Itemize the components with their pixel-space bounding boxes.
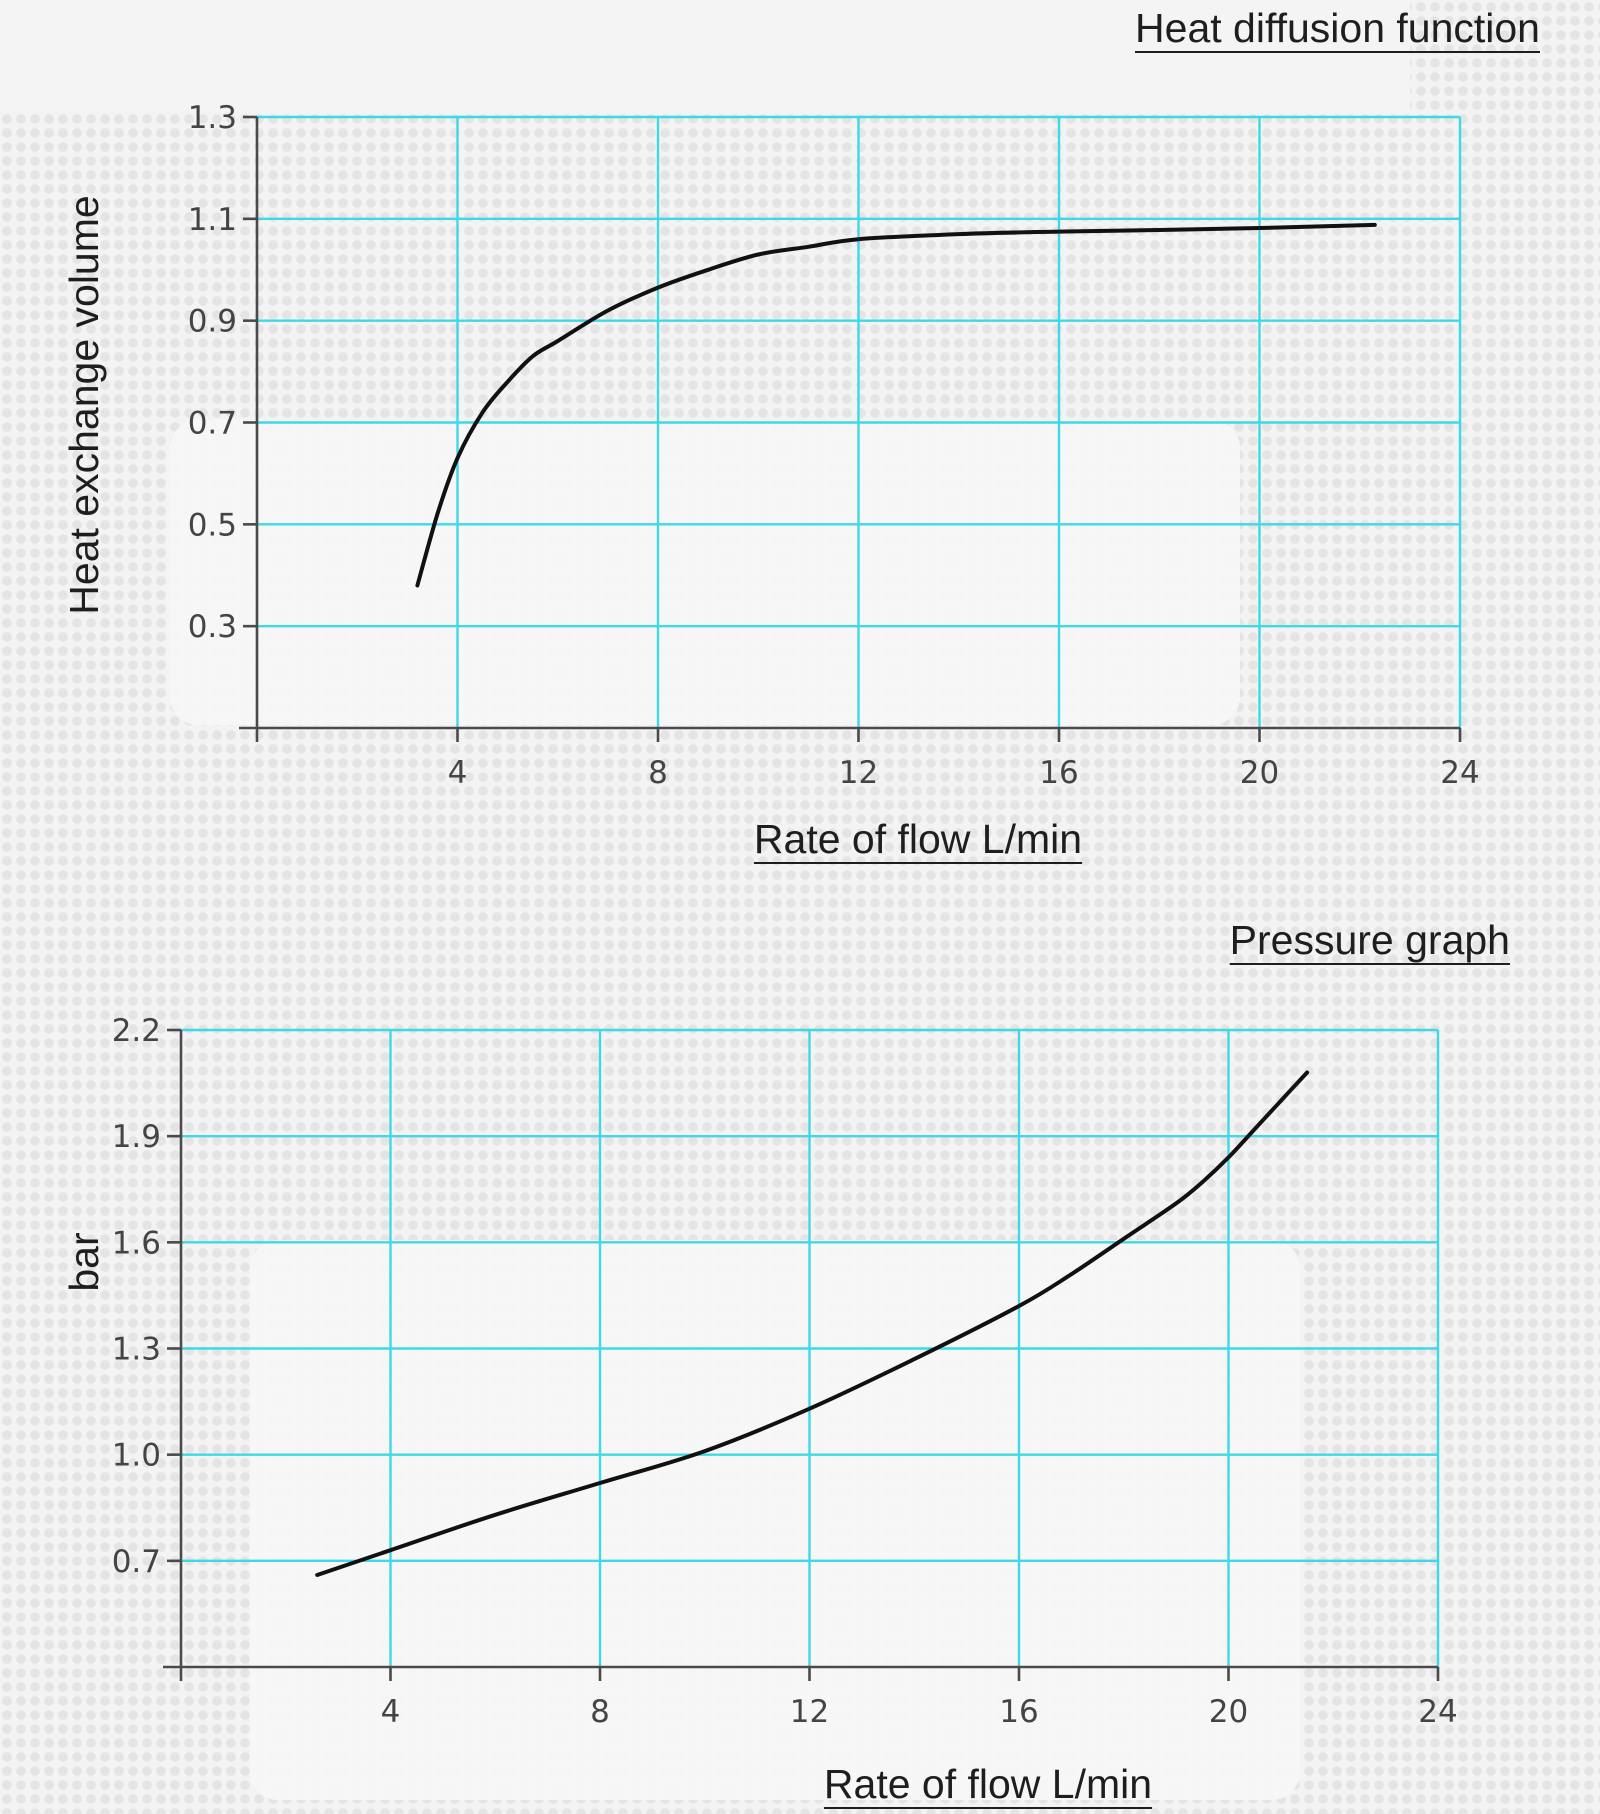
c2-ytick-label-1: 1.0: [112, 1438, 161, 1474]
c2-ytick-label-4: 1.9: [112, 1119, 161, 1155]
chart2-title: Pressure graph: [1230, 917, 1510, 963]
chart1-title: Heat diffusion function: [1135, 5, 1540, 51]
c2-xtick-label-2: 12: [790, 1694, 829, 1730]
c2-ytick-label-3: 1.6: [112, 1225, 161, 1261]
c1-ytick-label-4: 1.1: [188, 202, 237, 238]
chart1-series: [415, 222, 1377, 588]
c2-xtick-label-4: 20: [1209, 1694, 1248, 1730]
c2-ytick-label-5: 2.2: [112, 1013, 161, 1049]
chart1-axes: [239, 115, 1462, 742]
c2-xtick-label-5: 24: [1418, 1694, 1457, 1730]
c2-xtick-label-1: 8: [590, 1694, 610, 1730]
c1-ytick-label-3: 0.9: [188, 304, 237, 340]
chart2-tick-labels: 0.7 1.0 1.3 1.6 1.9 2.2 4 8 12 16 20 24: [112, 1013, 1458, 1730]
c1-xtick-label-0: 4: [448, 755, 468, 791]
chart1-panel: [170, 420, 1240, 725]
chart1-x-axis-label: Rate of flow L/min: [754, 816, 1082, 862]
chart2-grid: [181, 1028, 1440, 1667]
c2-xtick-label-3: 16: [999, 1694, 1038, 1730]
pressure-chart: 0.7 1.0 1.3 1.6 1.9 2.2 4 8 12 16 20 24 Pressure gr…: [61, 917, 1510, 1809]
c1-ytick-label-2: 0.7: [188, 406, 237, 442]
c1-ytick-label-0: 0.3: [188, 609, 237, 645]
c1-xtick-label-2: 12: [839, 755, 878, 791]
chart2-panel: [250, 1240, 1300, 1800]
c2-ytick-label-2: 1.3: [112, 1332, 161, 1368]
chart2-series: [315, 1070, 1310, 1577]
c2-series-line-0: [315, 1070, 1310, 1577]
c1-ytick-label-1: 0.5: [188, 507, 237, 543]
c1-xtick-label-4: 20: [1240, 755, 1279, 791]
c1-xtick-label-5: 24: [1440, 755, 1479, 791]
chart2-x-axis-label: Rate of flow L/min: [824, 1761, 1152, 1807]
heat-diffusion-chart: 0.3 0.5 0.7 0.9 1.1 1.3 4 8 12 16 20 24 Heat diffus…: [61, 5, 1540, 864]
c1-xtick-label-1: 8: [648, 755, 668, 791]
c1-ytick-label-5: 1.3: [188, 100, 237, 136]
chart2-y-axis-label: bar: [61, 1232, 107, 1291]
c1-series-line-0: [415, 222, 1377, 588]
c1-xtick-label-3: 16: [1039, 755, 1078, 791]
chart2-axes: [163, 1028, 1440, 1681]
c2-ytick-label-0: 0.7: [112, 1544, 161, 1580]
chart1-grid: [257, 115, 1462, 728]
chart1-tick-labels: 0.3 0.5 0.7 0.9 1.1 1.3 4 8 12 16 20 24: [188, 100, 1480, 791]
top-banner: [0, 0, 1410, 112]
c2-xtick-label-0: 4: [381, 1694, 401, 1730]
chart1-y-axis-label: Heat exchange volume: [61, 195, 107, 614]
